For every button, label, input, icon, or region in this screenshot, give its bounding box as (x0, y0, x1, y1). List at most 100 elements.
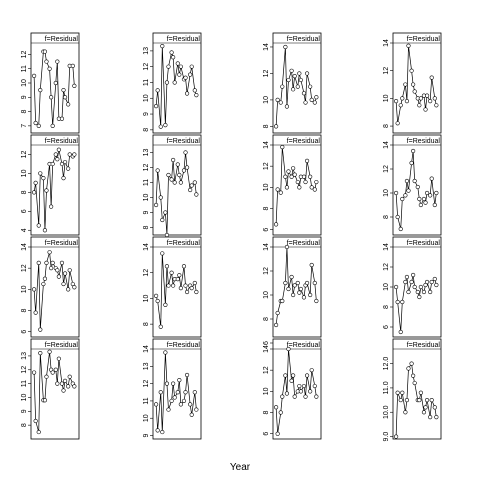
point (160, 44, 165, 49)
panel (152, 32, 202, 134)
point (158, 324, 163, 329)
point (404, 274, 410, 280)
point (31, 73, 37, 78)
point (38, 88, 43, 93)
point (273, 124, 279, 129)
point (62, 159, 68, 165)
point (33, 120, 38, 126)
point (286, 77, 291, 83)
series-line (395, 150, 437, 230)
y-tick-label: 10 (143, 294, 150, 302)
point (181, 168, 187, 173)
point (404, 99, 410, 104)
point (289, 274, 294, 280)
point (50, 123, 55, 128)
y-tick-label: 6 (263, 432, 270, 436)
point (177, 273, 182, 278)
point (421, 289, 427, 295)
point (295, 179, 300, 185)
point (284, 391, 290, 396)
point (406, 366, 411, 371)
panel (30, 236, 80, 338)
point (166, 172, 171, 178)
strip-title: f=Residual (287, 240, 321, 247)
point (304, 158, 310, 163)
point (38, 327, 43, 332)
point (428, 99, 433, 104)
point (184, 289, 190, 295)
y-tick-label: 12 (263, 366, 270, 374)
strip-title: f=Residual (45, 240, 79, 247)
point (61, 88, 66, 93)
point (163, 123, 168, 128)
point (398, 226, 403, 232)
y-tick-label: 10 (143, 194, 150, 202)
point (393, 99, 399, 104)
point (434, 190, 439, 196)
point (169, 50, 174, 55)
y-tick-label: 14 (263, 345, 270, 353)
point (292, 172, 297, 177)
point (275, 310, 280, 316)
point (314, 179, 319, 185)
y-tick-label: 12 (383, 263, 390, 271)
point (56, 274, 61, 279)
point (53, 152, 58, 157)
point (194, 93, 199, 98)
point (301, 91, 307, 96)
panel (272, 236, 322, 338)
series-line (395, 45, 437, 124)
point (304, 373, 310, 378)
point (273, 222, 279, 227)
point (153, 104, 159, 109)
point (183, 150, 188, 155)
point (56, 147, 61, 152)
point (171, 55, 176, 60)
point (429, 75, 434, 80)
point (289, 378, 294, 383)
series-line (33, 149, 75, 231)
point (183, 283, 188, 288)
point (297, 383, 302, 389)
point (36, 223, 41, 228)
point (301, 295, 307, 300)
y-tick-label: 12 (21, 50, 28, 58)
point (44, 59, 49, 64)
point (33, 180, 38, 185)
point (278, 410, 283, 415)
point (155, 168, 160, 173)
point (283, 280, 288, 286)
y-tick-label: 10 (143, 414, 150, 422)
point (303, 394, 308, 399)
point (280, 394, 285, 399)
point (67, 152, 72, 157)
point (314, 95, 319, 100)
y-tick-label: 10 (263, 96, 270, 104)
point (301, 383, 307, 389)
point (434, 282, 439, 288)
point (192, 390, 197, 395)
point (175, 390, 180, 395)
point (418, 390, 423, 395)
y-tick-label: 12 (143, 164, 150, 172)
point (395, 390, 400, 395)
series-line (395, 362, 437, 437)
y-tick-label: 12 (21, 366, 28, 374)
y-tick-label: 14 (383, 243, 390, 251)
point (155, 88, 160, 93)
point (67, 374, 72, 379)
y-tick-label: 12 (143, 63, 150, 71)
point (184, 372, 190, 378)
point (417, 397, 422, 403)
point (275, 187, 280, 192)
point (308, 292, 313, 298)
panel (392, 32, 442, 134)
point (153, 202, 159, 208)
point (412, 380, 417, 386)
point (72, 384, 77, 389)
point (400, 196, 405, 202)
point (172, 80, 177, 85)
point (423, 200, 428, 205)
point (289, 174, 294, 179)
